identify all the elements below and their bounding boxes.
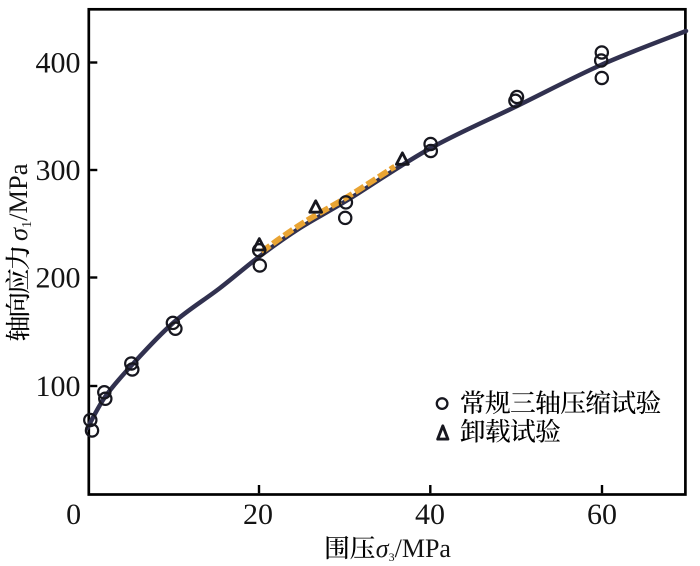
svg-text:300: 300 [36, 154, 81, 187]
svg-text:0: 0 [66, 498, 81, 531]
svg-text:400: 400 [36, 47, 81, 80]
svg-text:σ1/MPa: σ1/MPa [3, 163, 35, 241]
svg-text:60: 60 [587, 498, 617, 531]
svg-text:100: 100 [36, 370, 81, 403]
svg-text:σ3/MPa: σ3/MPa [376, 534, 452, 564]
svg-text:40: 40 [415, 498, 445, 531]
svg-text:200: 200 [36, 262, 81, 295]
svg-text:20: 20 [243, 498, 273, 531]
